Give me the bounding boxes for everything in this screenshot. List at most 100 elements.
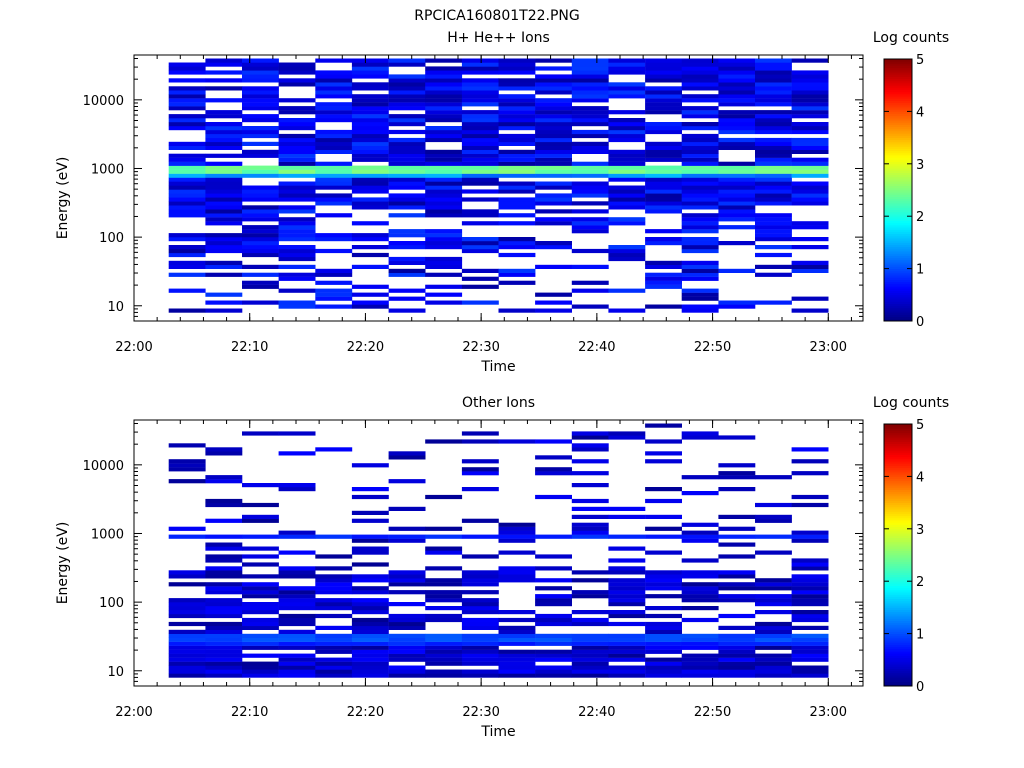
heatmap-cell xyxy=(168,534,206,539)
heatmap-cell xyxy=(315,86,353,91)
heatmap-cell xyxy=(755,217,792,222)
heatmap-cell xyxy=(755,514,792,519)
heatmap-cell xyxy=(205,137,243,143)
heatmap-cell xyxy=(718,173,756,178)
heatmap-cell xyxy=(535,649,572,654)
heatmap-cell xyxy=(535,292,572,297)
colorbar-step xyxy=(884,91,912,95)
heatmap-cell xyxy=(315,58,353,63)
heatmap-cell xyxy=(168,252,206,258)
heatmap-cell xyxy=(608,165,646,170)
heatmap-cell xyxy=(351,463,389,468)
heatmap-cell xyxy=(718,594,756,599)
heatmap-cell xyxy=(571,141,609,146)
colorbar-step xyxy=(884,181,912,184)
heatmap-cell xyxy=(608,669,646,674)
heatmap-cell xyxy=(608,217,646,222)
heatmap-cell xyxy=(205,479,243,484)
colorbar-step xyxy=(884,677,912,680)
colorbar-step xyxy=(884,314,912,318)
colorbar-step xyxy=(884,461,912,464)
heatmap-cells xyxy=(168,58,829,313)
heatmap-cell xyxy=(168,165,206,170)
heatmap-cell xyxy=(571,217,609,222)
heatmap-cell xyxy=(242,185,279,190)
colorbar-step xyxy=(884,644,912,648)
colorbar-step xyxy=(884,301,912,304)
heatmap-cell xyxy=(168,669,206,674)
heatmap-cell xyxy=(755,126,792,131)
y-tick-label: 10 xyxy=(107,665,124,680)
heatmap-cell xyxy=(498,538,536,543)
heatmap-cell xyxy=(461,70,499,75)
heatmap-cell xyxy=(388,229,426,234)
heatmap-cell xyxy=(425,578,463,583)
colorbar-step xyxy=(884,246,912,250)
heatmap-cell xyxy=(681,197,719,202)
heatmap-cell xyxy=(608,122,646,127)
heatmap-cell xyxy=(755,578,792,583)
colorbar-step xyxy=(884,640,912,643)
heatmap-cell xyxy=(425,58,463,63)
heatmap-cell xyxy=(205,245,243,250)
heatmap-cell xyxy=(645,613,682,619)
heatmap-cell xyxy=(571,145,609,150)
heatmap-cell xyxy=(315,177,353,182)
heatmap-cell xyxy=(681,74,719,79)
heatmap-cell xyxy=(315,602,353,607)
heatmap-cell xyxy=(461,126,499,131)
heatmap-cell xyxy=(718,66,756,71)
heatmap-cell xyxy=(498,185,536,190)
heatmap-cell xyxy=(681,661,719,666)
heatmap-cell xyxy=(168,181,206,186)
heatmap-cell xyxy=(242,233,279,238)
heatmap-cell xyxy=(755,272,792,277)
colorbar-step xyxy=(884,61,912,64)
heatmap-cell xyxy=(571,90,609,95)
heatmap-cell xyxy=(498,241,536,246)
heatmap-cell xyxy=(681,574,719,579)
heatmap-cell xyxy=(278,205,316,210)
colorbar-step xyxy=(884,563,912,567)
heatmap-cell xyxy=(168,102,206,107)
heatmap-cell xyxy=(168,653,206,658)
heatmap-cell xyxy=(351,657,389,662)
heatmap-cell xyxy=(571,209,609,214)
heatmap-cell xyxy=(608,506,646,511)
heatmap-cell xyxy=(645,629,682,634)
heatmap-cell xyxy=(351,177,389,182)
heatmap-cell xyxy=(755,86,792,91)
heatmap-cell xyxy=(535,221,572,226)
heatmap-cell xyxy=(681,185,719,190)
heatmap-cell xyxy=(498,526,536,531)
x-tick-label: 22:20 xyxy=(347,340,384,355)
heatmap-cell xyxy=(315,657,353,662)
colorbar-step xyxy=(884,574,912,578)
heatmap-cell xyxy=(498,574,536,579)
heatmap-cell xyxy=(205,173,243,178)
heatmap-cell xyxy=(755,114,792,119)
heatmap-cell xyxy=(791,633,829,638)
heatmap-cell xyxy=(351,82,389,87)
heatmap-cell xyxy=(242,574,279,579)
heatmap-cell xyxy=(498,169,536,174)
heatmap-cell xyxy=(645,78,682,83)
heatmap-cell xyxy=(168,126,206,131)
colorbar-step xyxy=(884,74,912,77)
heatmap-cell xyxy=(278,451,316,456)
colorbar-step xyxy=(884,133,912,136)
heatmap-cell xyxy=(755,213,792,218)
heatmap-cell xyxy=(608,118,646,123)
heatmap-cell xyxy=(755,66,792,71)
colorbar-step xyxy=(884,111,912,114)
colorbar-step xyxy=(884,537,912,541)
heatmap-cell xyxy=(351,598,389,603)
heatmap-cell xyxy=(388,102,426,107)
heatmap-cell xyxy=(681,308,719,313)
heatmap-cell xyxy=(645,122,682,127)
heatmap-cell xyxy=(718,118,756,123)
heatmap-cell xyxy=(388,94,426,99)
heatmap-cell xyxy=(791,157,829,162)
colorbar-step xyxy=(884,469,912,473)
heatmap-cell xyxy=(498,657,536,662)
